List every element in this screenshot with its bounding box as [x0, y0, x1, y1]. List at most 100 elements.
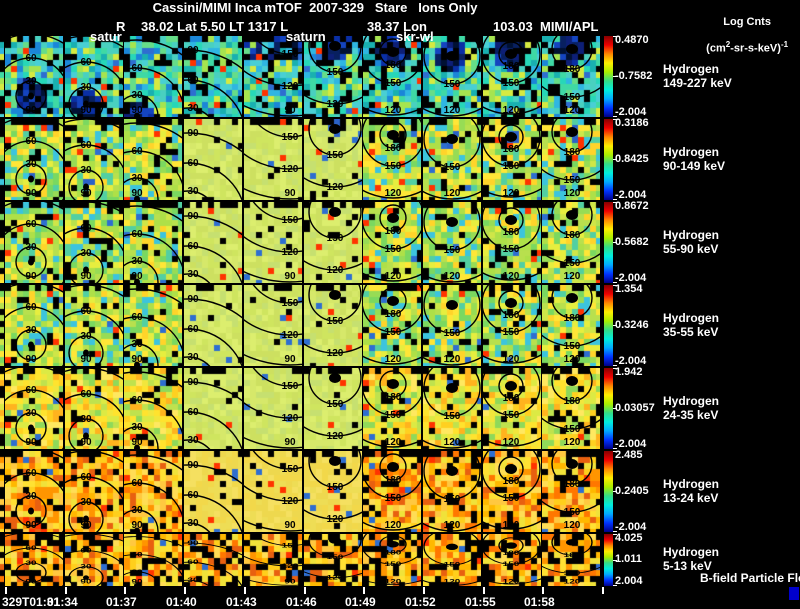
contour-ring	[184, 381, 242, 402]
edge-sliver-panel	[0, 285, 4, 366]
contour-ring	[423, 36, 481, 85]
contour-label: 150	[282, 215, 299, 226]
contour-label: 90	[187, 460, 199, 471]
contour-ring	[184, 162, 242, 200]
x-axis-label: 01:46	[286, 595, 317, 609]
contour-label: 120	[564, 354, 581, 365]
contour-ring	[542, 500, 600, 513]
bfield-dot-marker	[83, 575, 89, 580]
contour-ring	[363, 355, 421, 365]
contour-label: 120	[327, 348, 344, 359]
contour-ring	[423, 119, 481, 168]
contour-ring	[244, 104, 302, 117]
contour-label: 150	[327, 482, 344, 493]
contour-ring	[252, 119, 302, 138]
contour-label: 90	[25, 105, 37, 116]
contour-label: 120	[564, 188, 581, 199]
x-axis-label: 329T01:31	[2, 595, 61, 609]
heatmap-panel	[65, 119, 123, 200]
contour-ring	[483, 354, 541, 364]
contour-label: 180	[503, 476, 520, 487]
energy-label: 55-90 keV	[663, 241, 719, 256]
bfield-blob-marker	[505, 298, 517, 308]
contour-label: 30	[80, 82, 92, 93]
contour-ring	[244, 555, 302, 567]
contour-ring	[423, 580, 481, 586]
heatmap-panel	[124, 36, 182, 117]
contour-ring	[5, 223, 63, 283]
contour-label: 30	[187, 103, 199, 114]
ephemeris-r-label: R	[116, 19, 126, 34]
contour-ring	[363, 438, 421, 448]
contour-label: 180	[564, 313, 581, 324]
bfield-blob-marker	[566, 293, 578, 303]
contour-ring	[363, 521, 421, 531]
contour-label: 120	[282, 164, 299, 175]
contour-ring	[363, 189, 421, 199]
contour-overlay: 30 60 90	[5, 285, 63, 366]
colorbar-tick	[613, 285, 617, 286]
contour-label: 150	[564, 507, 581, 518]
contour-label: 120	[282, 413, 299, 424]
contour-label: 150	[385, 327, 402, 338]
bfield-blob-marker	[505, 381, 517, 391]
contour-label: 180	[385, 309, 402, 320]
contour-label: 60	[25, 302, 37, 313]
contour-ring	[498, 124, 524, 150]
contour-label: 90	[131, 437, 143, 448]
colorbar	[604, 36, 613, 117]
contour-ring	[124, 554, 182, 577]
bfield-dot-marker	[134, 361, 140, 366]
contour-label: 150	[327, 399, 344, 410]
contour-ring	[551, 451, 593, 485]
contour-ring	[124, 233, 182, 268]
edge-sliver-panel	[0, 368, 4, 449]
contour-ring	[304, 94, 362, 105]
contour-ring	[68, 418, 104, 449]
contour-label: 180	[385, 226, 402, 237]
bfield-blob-marker	[566, 127, 578, 137]
heatmap-panel	[65, 202, 123, 283]
energy-label: 24-35 keV	[663, 407, 719, 422]
contour-ring	[5, 57, 63, 117]
contour-label: 90	[80, 105, 92, 116]
bfield-dot-marker	[134, 527, 140, 532]
contour-overlay: 150 120	[423, 119, 481, 200]
colorbar-tick	[613, 116, 617, 117]
contour-label: 60	[187, 324, 199, 335]
contour-ring	[304, 260, 362, 271]
contour-label: 150	[444, 79, 461, 90]
colorbar-max-label: 0.4870	[615, 34, 649, 46]
contour-ring	[65, 451, 123, 463]
colorbar-min-label: 2.004	[615, 575, 643, 587]
contour-label: 150	[327, 67, 344, 78]
heatmap-panel	[124, 534, 182, 586]
contour-label: 60	[80, 57, 92, 68]
contour-label: 120	[282, 496, 299, 507]
contour-ring	[184, 273, 211, 283]
edge-sliver-panel	[0, 534, 4, 586]
bfield-blob-marker	[446, 217, 458, 227]
contour-ring	[423, 285, 481, 334]
contour-label: 30	[131, 90, 143, 101]
contour-label: 30	[80, 331, 92, 342]
x-axis-label: 01:34	[47, 595, 78, 609]
contour-ring	[184, 561, 242, 586]
contour-ring	[498, 537, 524, 554]
contour-label: 180	[564, 396, 581, 407]
contour-overlay: 30 60 90	[124, 536, 182, 586]
colorbar-tick	[613, 365, 617, 366]
contour-ring	[363, 451, 421, 499]
contour-ring	[124, 122, 182, 139]
contour-overlay: 30 60 90	[5, 451, 63, 532]
contour-overlay: 180 150 120	[363, 368, 421, 448]
contour-ring	[65, 61, 123, 86]
contour-ring	[252, 36, 302, 55]
contour-overlay: 150 120 90	[244, 202, 302, 283]
colorbar-tick	[613, 408, 617, 409]
contour-ring	[363, 368, 421, 416]
contour-label: 90	[284, 188, 296, 199]
row-label: Hydrogen 90-149 keV	[663, 145, 725, 173]
contour-ring	[68, 335, 104, 366]
